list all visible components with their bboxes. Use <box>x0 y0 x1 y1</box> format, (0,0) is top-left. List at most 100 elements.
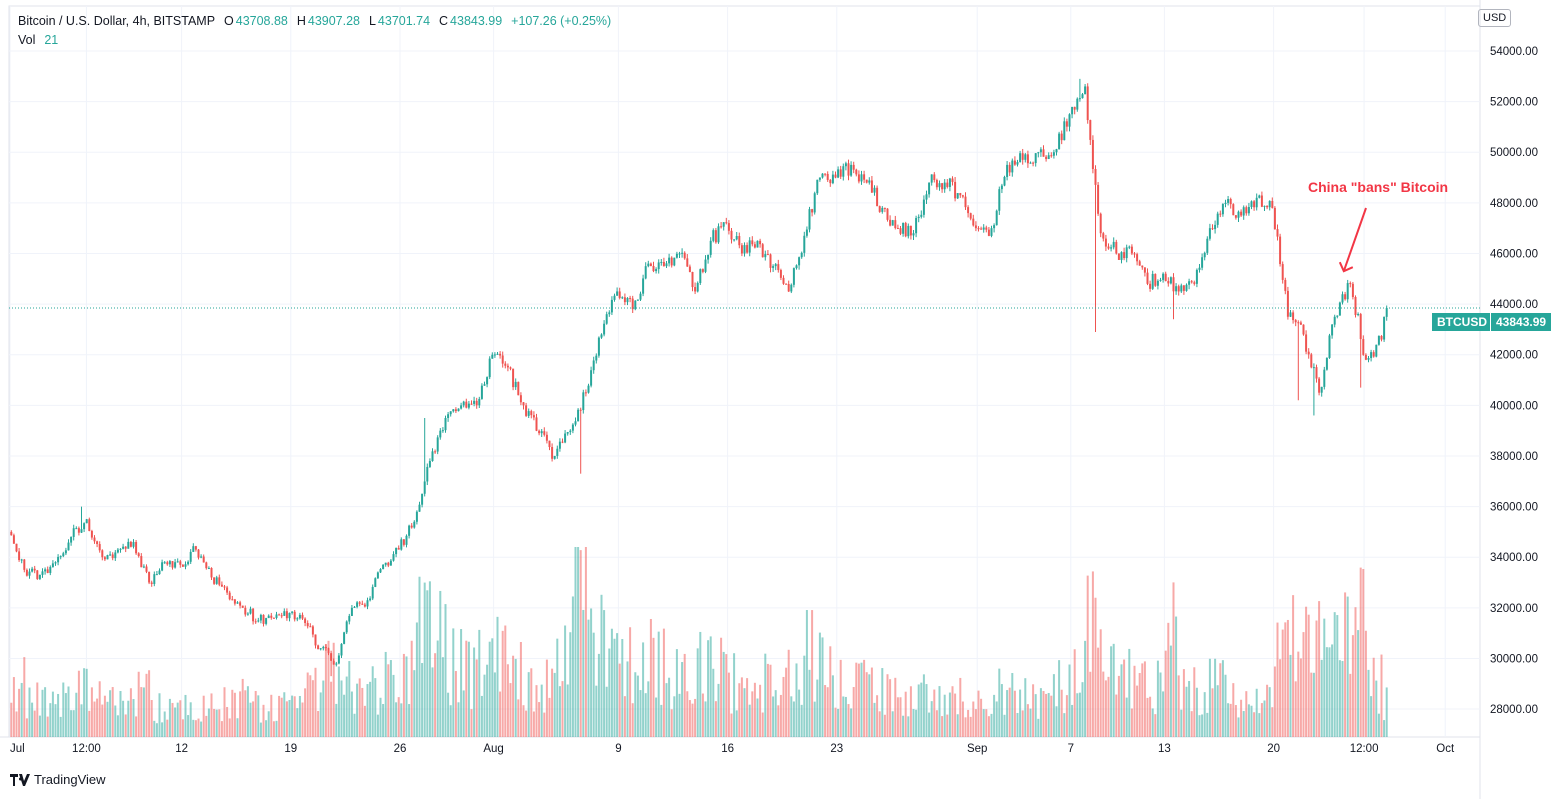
annotation-text[interactable]: China "bans" Bitcoin <box>1308 179 1449 195</box>
candle-body <box>717 226 720 243</box>
candle-body <box>205 562 208 569</box>
volume-bar <box>54 704 57 737</box>
candle-body <box>402 539 405 545</box>
candle-body <box>701 269 704 272</box>
candle-body <box>163 562 166 564</box>
candle-body <box>894 220 897 229</box>
candle-body <box>1370 352 1373 359</box>
candle-body <box>756 240 759 248</box>
candle-body <box>678 253 681 255</box>
candle-body <box>1141 265 1144 268</box>
volume-bar <box>28 687 31 737</box>
volume-bar <box>974 709 977 737</box>
candle-body <box>1349 283 1352 285</box>
volume-bar <box>189 702 192 737</box>
volume-bar <box>486 664 489 737</box>
candle-body <box>413 521 416 528</box>
high-label: H <box>296 14 306 28</box>
candle-body <box>275 614 278 618</box>
volume-bar <box>600 594 603 737</box>
last-price-tag: 43843.99 <box>1490 313 1552 331</box>
volume-bar <box>1102 671 1105 737</box>
volume-bar <box>491 638 494 737</box>
candle-body <box>1060 133 1063 141</box>
y-tick-label: 50000.00 <box>1490 147 1538 159</box>
candle-body <box>1224 202 1227 205</box>
volume-bar <box>171 702 174 737</box>
candle-body <box>959 193 962 196</box>
candle-body <box>600 334 603 338</box>
y-tick-label: 28000.00 <box>1490 704 1538 716</box>
candle-body <box>514 381 517 388</box>
candle-body <box>1177 286 1180 292</box>
volume-bar <box>395 702 398 737</box>
volume-bar <box>608 648 611 737</box>
volume-bar <box>691 703 694 737</box>
candle-body <box>512 368 515 388</box>
candle-body <box>590 370 593 386</box>
volume-bar <box>1182 669 1185 737</box>
volume-bar <box>1359 567 1362 737</box>
volume-bar <box>70 710 73 737</box>
candle-body <box>480 385 483 399</box>
candle-body <box>873 187 876 193</box>
volume-bar <box>915 709 918 737</box>
candle-body <box>93 537 96 542</box>
volume-bar <box>928 712 931 737</box>
tradingview-logo[interactable]: TradingView <box>10 772 106 787</box>
candle-body <box>1312 367 1315 369</box>
candle-body <box>852 164 855 170</box>
y-tick-label: 48000.00 <box>1490 198 1538 210</box>
close-value: 43843.99 <box>450 14 503 28</box>
candle-body <box>571 424 574 431</box>
volume-bar <box>200 721 203 737</box>
volume-bar <box>1364 630 1367 737</box>
volume-bar <box>1094 597 1097 737</box>
candle-body <box>519 395 522 403</box>
candle-body <box>1086 86 1089 121</box>
candle-body <box>161 562 164 571</box>
candle-body <box>561 441 564 443</box>
volume-bar <box>421 663 424 737</box>
volume-bar <box>322 680 325 737</box>
candle-body <box>293 611 296 620</box>
volume-bar <box>595 685 598 737</box>
candle-body <box>652 265 655 272</box>
candle-body <box>881 207 884 212</box>
candle-body <box>712 230 715 241</box>
volume-bar <box>543 712 546 737</box>
candle-body <box>704 259 707 272</box>
volume-bar <box>707 640 710 737</box>
candle-body <box>1037 152 1040 154</box>
volume-bar <box>1112 643 1115 737</box>
candle-body <box>1338 302 1341 316</box>
volume-bar <box>93 701 96 737</box>
volume-bar <box>933 689 936 737</box>
candle-body <box>824 173 827 175</box>
candle-body <box>1050 155 1053 157</box>
volume-bar <box>10 702 13 737</box>
ohlc-legend: Bitcoin / U.S. Dollar, 4h, BITSTAMP O 437… <box>18 12 613 50</box>
volume-bar <box>335 703 338 737</box>
candle-body <box>834 174 837 178</box>
candle-body <box>1193 282 1196 284</box>
candle-body <box>1089 120 1092 140</box>
volume-bar <box>1229 703 1232 737</box>
volume-bar <box>280 697 283 737</box>
volume-bar <box>613 638 616 737</box>
x-tick-label: 7 <box>1068 743 1074 755</box>
candle-body <box>592 360 595 371</box>
candle-body <box>1203 252 1206 258</box>
currency-button[interactable]: USD <box>1478 9 1512 27</box>
candle-body <box>1011 160 1014 173</box>
volume-bar <box>733 653 736 737</box>
volume-bar <box>426 590 429 737</box>
volume-bar <box>127 700 130 737</box>
volume-bar <box>785 667 788 737</box>
volume-bar <box>460 629 463 737</box>
candle-body <box>759 240 762 245</box>
volume-bar <box>1039 688 1042 737</box>
volume-bar <box>1237 717 1240 737</box>
